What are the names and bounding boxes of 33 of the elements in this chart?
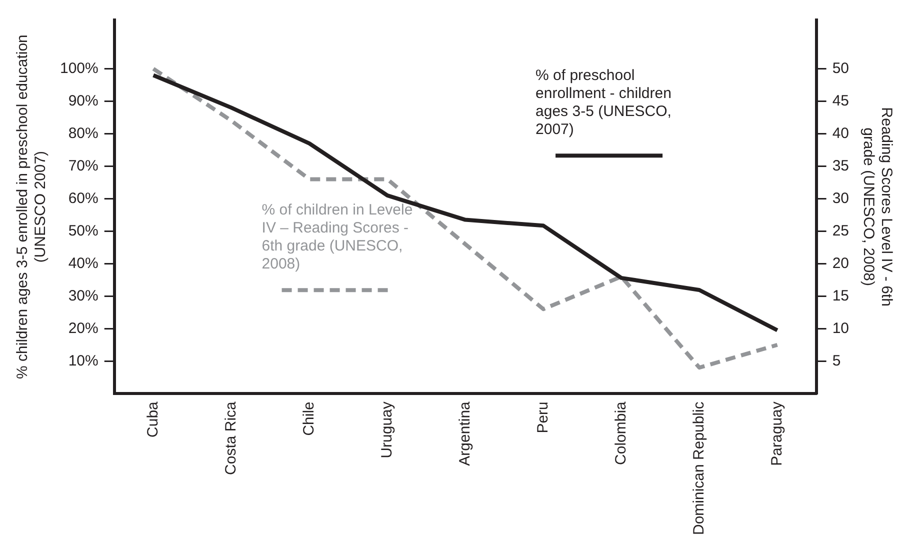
y-tick-label: 80%	[68, 124, 98, 142]
x-tick-label: Dominican Republic	[690, 401, 708, 536]
x-tick-label: Colombia	[612, 400, 630, 465]
x-tick-label: Argentina	[456, 400, 474, 466]
y2-tick-label: 5	[832, 352, 841, 370]
x-tick-label: Uruguay	[378, 401, 396, 458]
y-tick-label: 20%	[68, 320, 98, 337]
y2-tick-label: 25	[832, 222, 850, 240]
y2-tick-label: 50	[832, 60, 850, 77]
y-tick-label: 90%	[68, 92, 98, 110]
y-tick-label: 60%	[68, 190, 98, 207]
y-axis-title: % children ages 3-5 enrolled in preschool education (UNESCO 2007)	[14, 34, 50, 379]
y-tick-label: 40%	[68, 254, 98, 272]
text: % of preschool enrollment - children ages 3-5 (UNESCO, 2007)	[536, 67, 672, 138]
y-tick-label: 30%	[68, 287, 98, 304]
x-tick-label: Costa Rica	[222, 400, 240, 475]
y-tick-label: 100%	[60, 60, 98, 77]
y2-axis-title: Reading Scores Level IV - 6th grade (UNESCO, 2008)	[860, 107, 895, 306]
x-tick-label: Cuba	[144, 400, 162, 438]
y2-tick-label: 30	[832, 190, 850, 207]
y2-tick-label: 45	[832, 92, 850, 110]
y2-tick-label: 35	[832, 157, 850, 174]
y2-tick-label: 40	[832, 124, 850, 142]
y2-tick-label: 20	[832, 254, 850, 272]
x-tick-label: Peru	[534, 402, 552, 434]
y-tick-label: 50%	[68, 222, 98, 240]
y2-tick-label: 15	[832, 287, 850, 304]
y2-tick-label: 10	[832, 320, 850, 337]
x-tick-label: Paraguay	[768, 401, 786, 466]
y-tick-label: 70%	[68, 157, 98, 174]
y-tick-label: 10%	[68, 352, 98, 370]
x-tick-label: Chile	[300, 402, 318, 436]
series-label: % of children in Levele IV – Reading Scores - 6th grade (UNESCO, 2008)	[262, 202, 413, 273]
